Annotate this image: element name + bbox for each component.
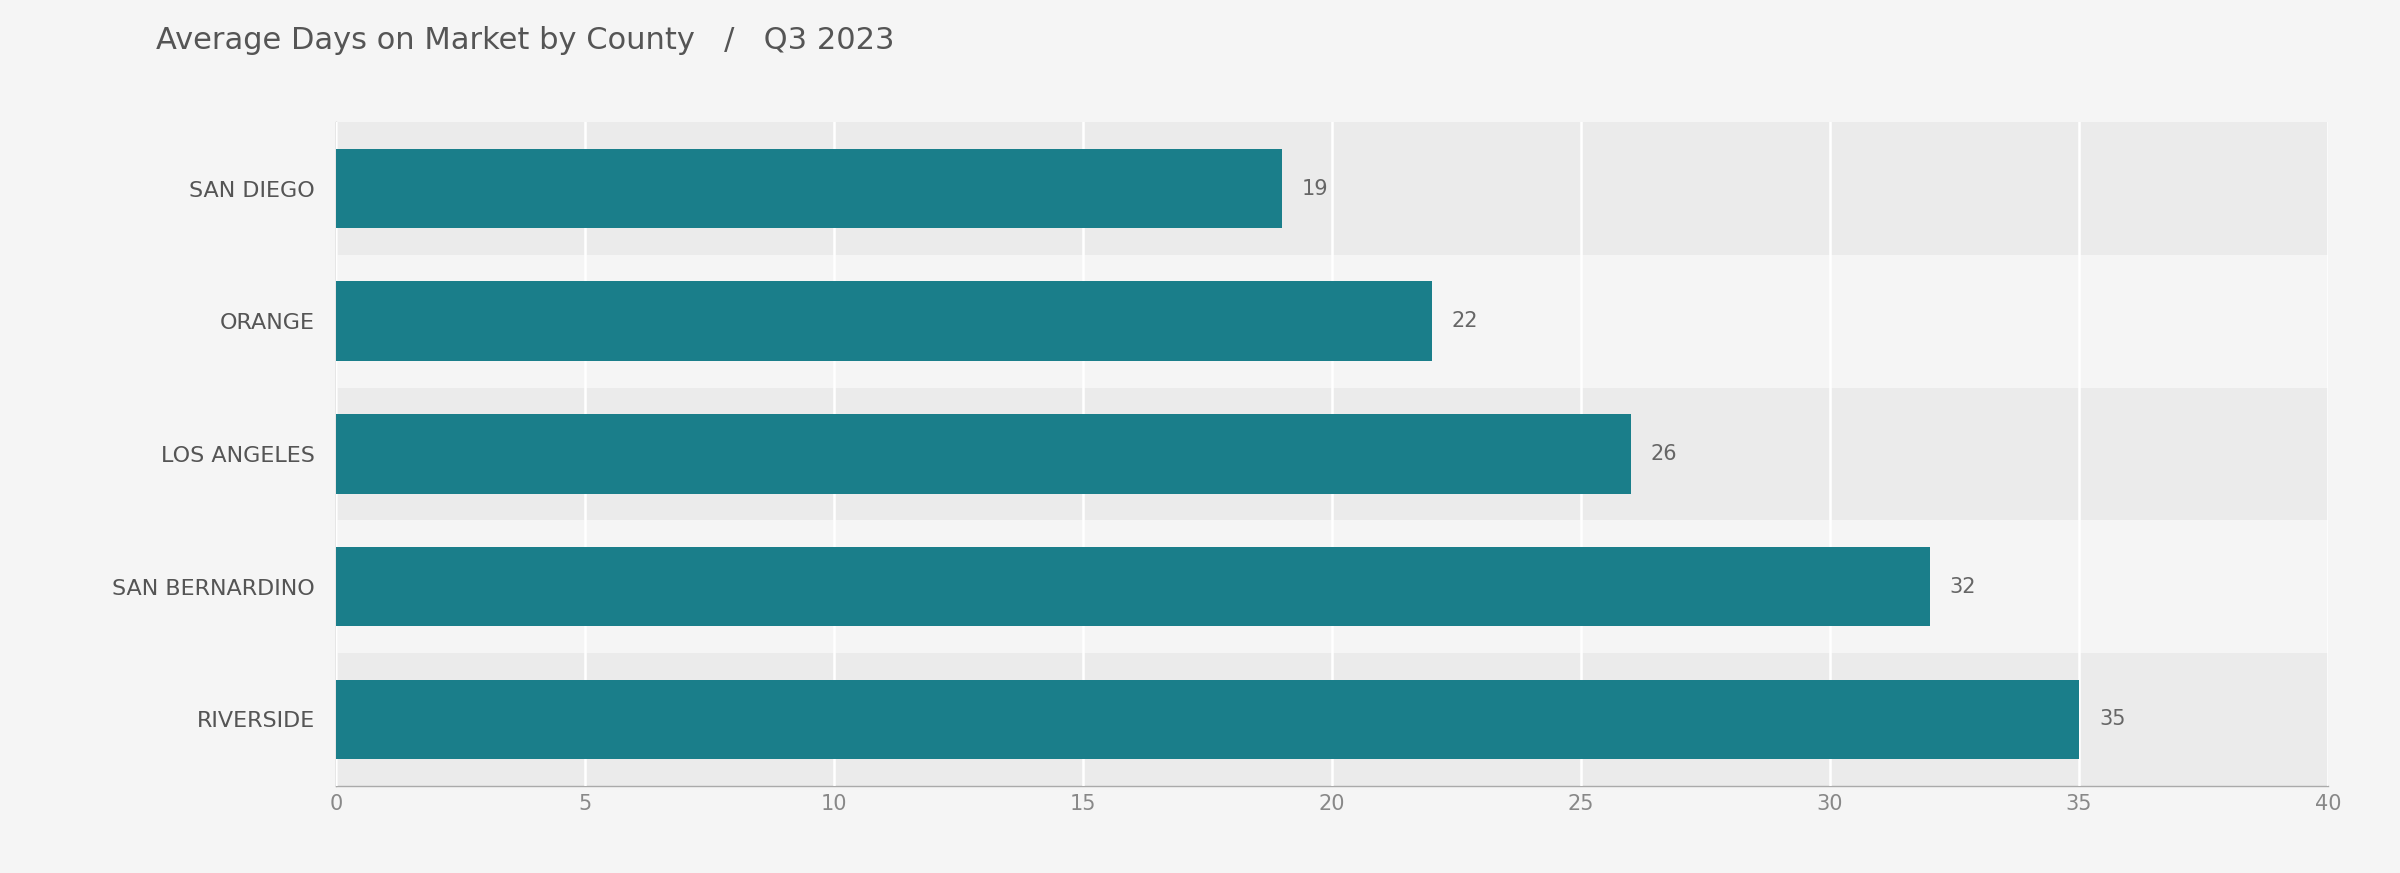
Text: 19: 19 [1303, 179, 1330, 198]
Bar [336, 281, 1433, 361]
Text: 35: 35 [2100, 710, 2126, 729]
Text: 32: 32 [1949, 577, 1975, 596]
Bar [336, 653, 2328, 786]
Bar [336, 122, 2328, 255]
Bar [336, 414, 1632, 494]
Text: Average Days on Market by County   /   Q3 2023: Average Days on Market by County / Q3 20… [156, 26, 895, 55]
Text: 22: 22 [1452, 312, 1478, 331]
Bar [336, 148, 1282, 229]
Bar [336, 388, 2328, 520]
Bar [336, 520, 2328, 653]
Bar [336, 679, 2078, 760]
Text: 26: 26 [1651, 444, 1678, 464]
Bar [336, 546, 1930, 627]
Bar [336, 255, 2328, 388]
